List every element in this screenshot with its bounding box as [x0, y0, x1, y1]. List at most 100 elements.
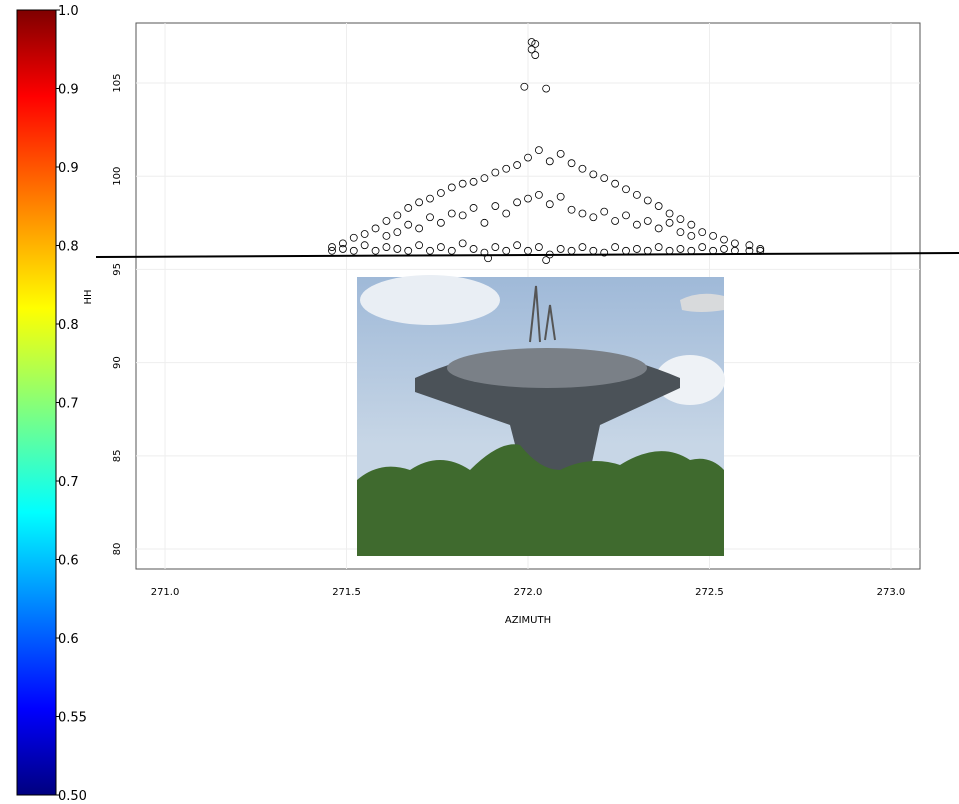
point [535, 191, 542, 198]
point [731, 240, 738, 247]
colorbar-tick-label: 0.6 [58, 632, 79, 647]
point [459, 180, 466, 187]
point [470, 178, 477, 185]
x-tick-label: 272.0 [514, 587, 543, 598]
point [633, 221, 640, 228]
point [666, 210, 673, 217]
point [677, 245, 684, 252]
point [655, 244, 662, 251]
point [427, 247, 434, 254]
photo [357, 275, 725, 556]
point [535, 244, 542, 251]
point [568, 206, 575, 213]
point [688, 221, 695, 228]
point [492, 203, 499, 210]
point [568, 160, 575, 167]
x-axis-label: AZIMUTH [505, 615, 551, 626]
point [677, 229, 684, 236]
y-tick-label: 95 [112, 263, 123, 276]
point [655, 225, 662, 232]
point [721, 236, 728, 243]
y-tick-label: 105 [112, 73, 123, 92]
point [437, 244, 444, 251]
point [644, 197, 651, 204]
point [405, 221, 412, 228]
point [350, 247, 357, 254]
x-tick-label: 272.5 [695, 587, 724, 598]
point [383, 244, 390, 251]
point [394, 245, 401, 252]
point [557, 150, 564, 157]
point [383, 217, 390, 224]
point [710, 232, 717, 239]
colorbar-tick-label: 0.7 [58, 397, 79, 412]
point [612, 244, 619, 251]
x-tick-label: 271.0 [151, 587, 180, 598]
point [427, 195, 434, 202]
colorbar-tick-label: 1.0 [58, 4, 79, 19]
point [644, 217, 651, 224]
colorbar-tick-label: 0.9 [58, 83, 79, 98]
point [448, 184, 455, 191]
point [557, 193, 564, 200]
point [448, 247, 455, 254]
point [633, 245, 640, 252]
point [503, 247, 510, 254]
points [329, 39, 764, 264]
colorbar-tick-label: 0.7 [58, 475, 79, 490]
colorbar-gradient [17, 10, 56, 795]
chart: 1.00.90.90.80.80.70.70.60.60.550.50 AZIM… [0, 0, 959, 804]
point [543, 85, 550, 92]
point [546, 201, 553, 208]
point [623, 247, 630, 254]
point [612, 180, 619, 187]
point [612, 217, 619, 224]
colorbar-tick-label: 0.9 [58, 161, 79, 176]
point [546, 158, 553, 165]
point [437, 190, 444, 197]
y-tick-label: 100 [112, 167, 123, 186]
colorbar-tick-label: 0.8 [58, 318, 79, 333]
point [590, 214, 597, 221]
point [623, 212, 630, 219]
point [535, 147, 542, 154]
point [481, 219, 488, 226]
point [350, 234, 357, 241]
point [405, 247, 412, 254]
point [601, 175, 608, 182]
point [459, 240, 466, 247]
point [590, 171, 597, 178]
colorbar-tick-label: 0.50 [58, 789, 87, 804]
point [623, 186, 630, 193]
point [677, 216, 684, 223]
point [383, 232, 390, 239]
point [579, 165, 586, 172]
x-tick-label: 273.0 [877, 587, 906, 598]
point [514, 199, 521, 206]
y-tick-label: 85 [112, 449, 123, 462]
point [568, 247, 575, 254]
point [721, 245, 728, 252]
point [699, 229, 706, 236]
point [481, 175, 488, 182]
point [394, 212, 401, 219]
colorbar-tick-label: 0.55 [58, 711, 87, 726]
point [372, 225, 379, 232]
y-tick-label: 90 [112, 356, 123, 369]
point [633, 191, 640, 198]
point [521, 83, 528, 90]
point [492, 244, 499, 251]
point [459, 212, 466, 219]
colorbar: 1.00.90.90.80.80.70.70.60.60.550.50 [17, 4, 87, 804]
point [416, 225, 423, 232]
point [416, 199, 423, 206]
y-axis-label: HH [83, 289, 94, 304]
x-tick-label: 271.5 [332, 587, 361, 598]
point [492, 169, 499, 176]
point [427, 214, 434, 221]
point [655, 203, 662, 210]
point [514, 242, 521, 249]
point [590, 247, 597, 254]
point [557, 245, 564, 252]
point [448, 210, 455, 217]
